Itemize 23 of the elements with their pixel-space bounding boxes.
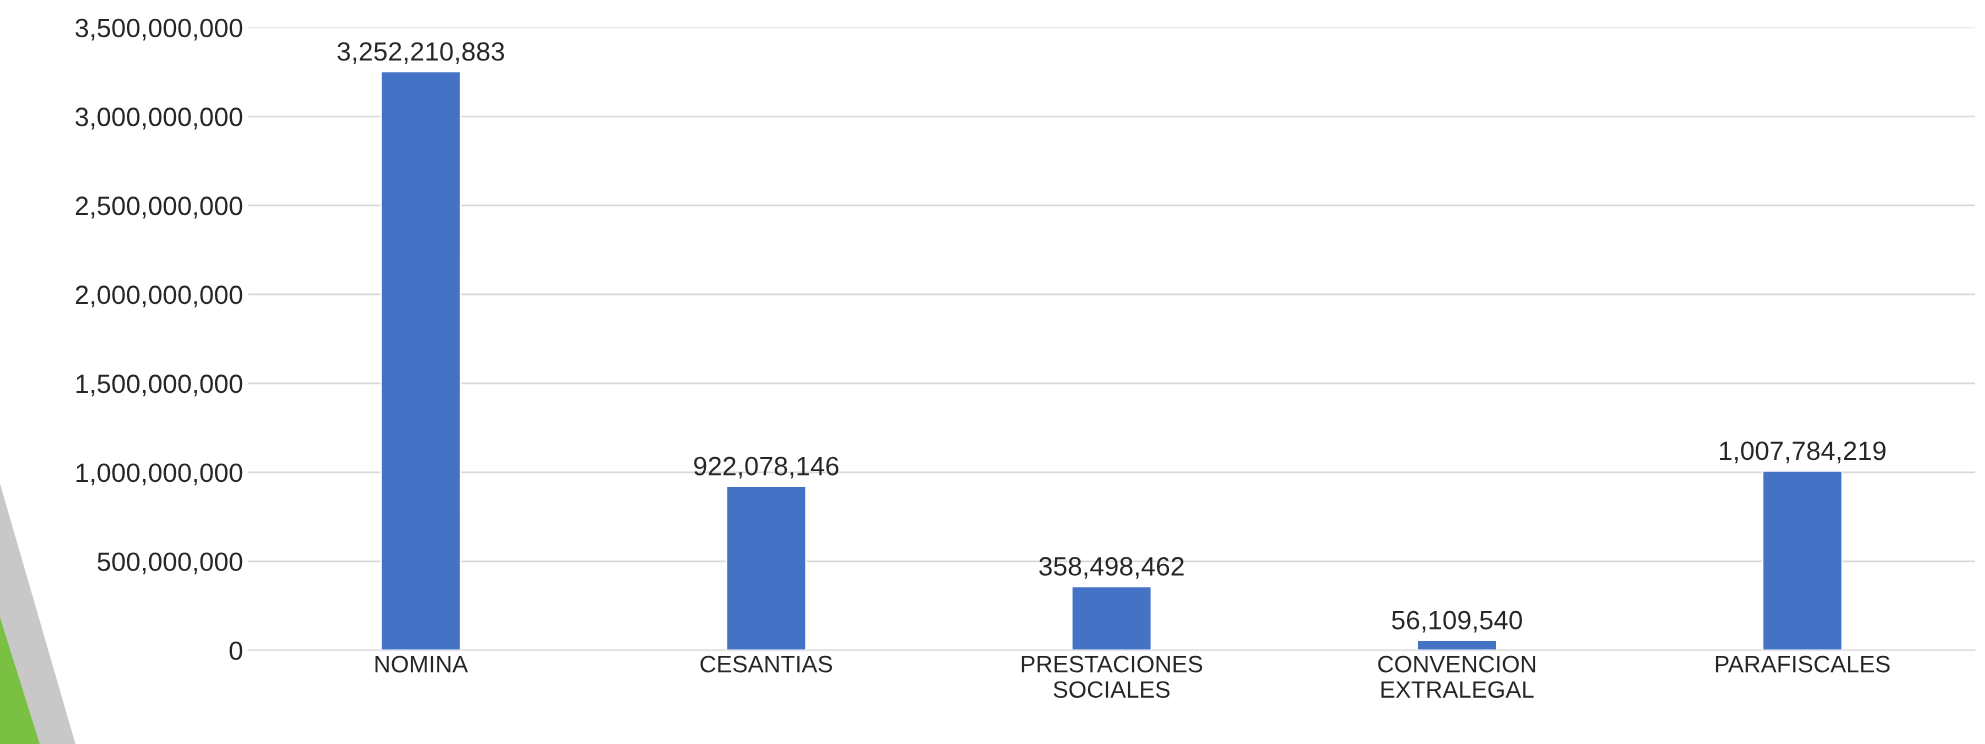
bar	[380, 70, 462, 651]
x-tick-label: PARAFISCALES	[1715, 655, 1890, 673]
y-tick-label: 3,500,000,000	[75, 18, 243, 41]
y-tick-label: 2,000,000,000	[75, 285, 243, 308]
y-tick-label: 1,000,000,000	[76, 463, 243, 486]
y-tick-label: 0	[229, 641, 243, 661]
bar	[1761, 470, 1843, 651]
y-tick-label: 2,500,000,000	[75, 196, 243, 219]
data-label: 56,109,540	[1392, 610, 1522, 633]
data-label: 358,498,462	[1039, 557, 1184, 579]
bar	[1071, 585, 1153, 651]
bar	[725, 485, 807, 651]
x-tick-label: PRESTACIONES SOCIALES	[1021, 655, 1203, 698]
data-label: 3,252,210,883	[337, 42, 505, 64]
y-tick-label: 500,000,000	[97, 552, 243, 575]
data-label: 1,007,784,219	[1720, 441, 1886, 464]
x-tick-label: CONVENCION EXTRALEGAL	[1378, 655, 1536, 698]
x-tick-label: CESANTIAS	[700, 655, 833, 673]
bar	[1416, 639, 1498, 651]
x-tick-label: NOMINA	[375, 655, 468, 673]
data-label: 922,078,146	[694, 456, 839, 479]
y-tick-label: 1,500,000,000	[76, 374, 243, 397]
y-tick-label: 3,000,000,000	[75, 107, 243, 130]
